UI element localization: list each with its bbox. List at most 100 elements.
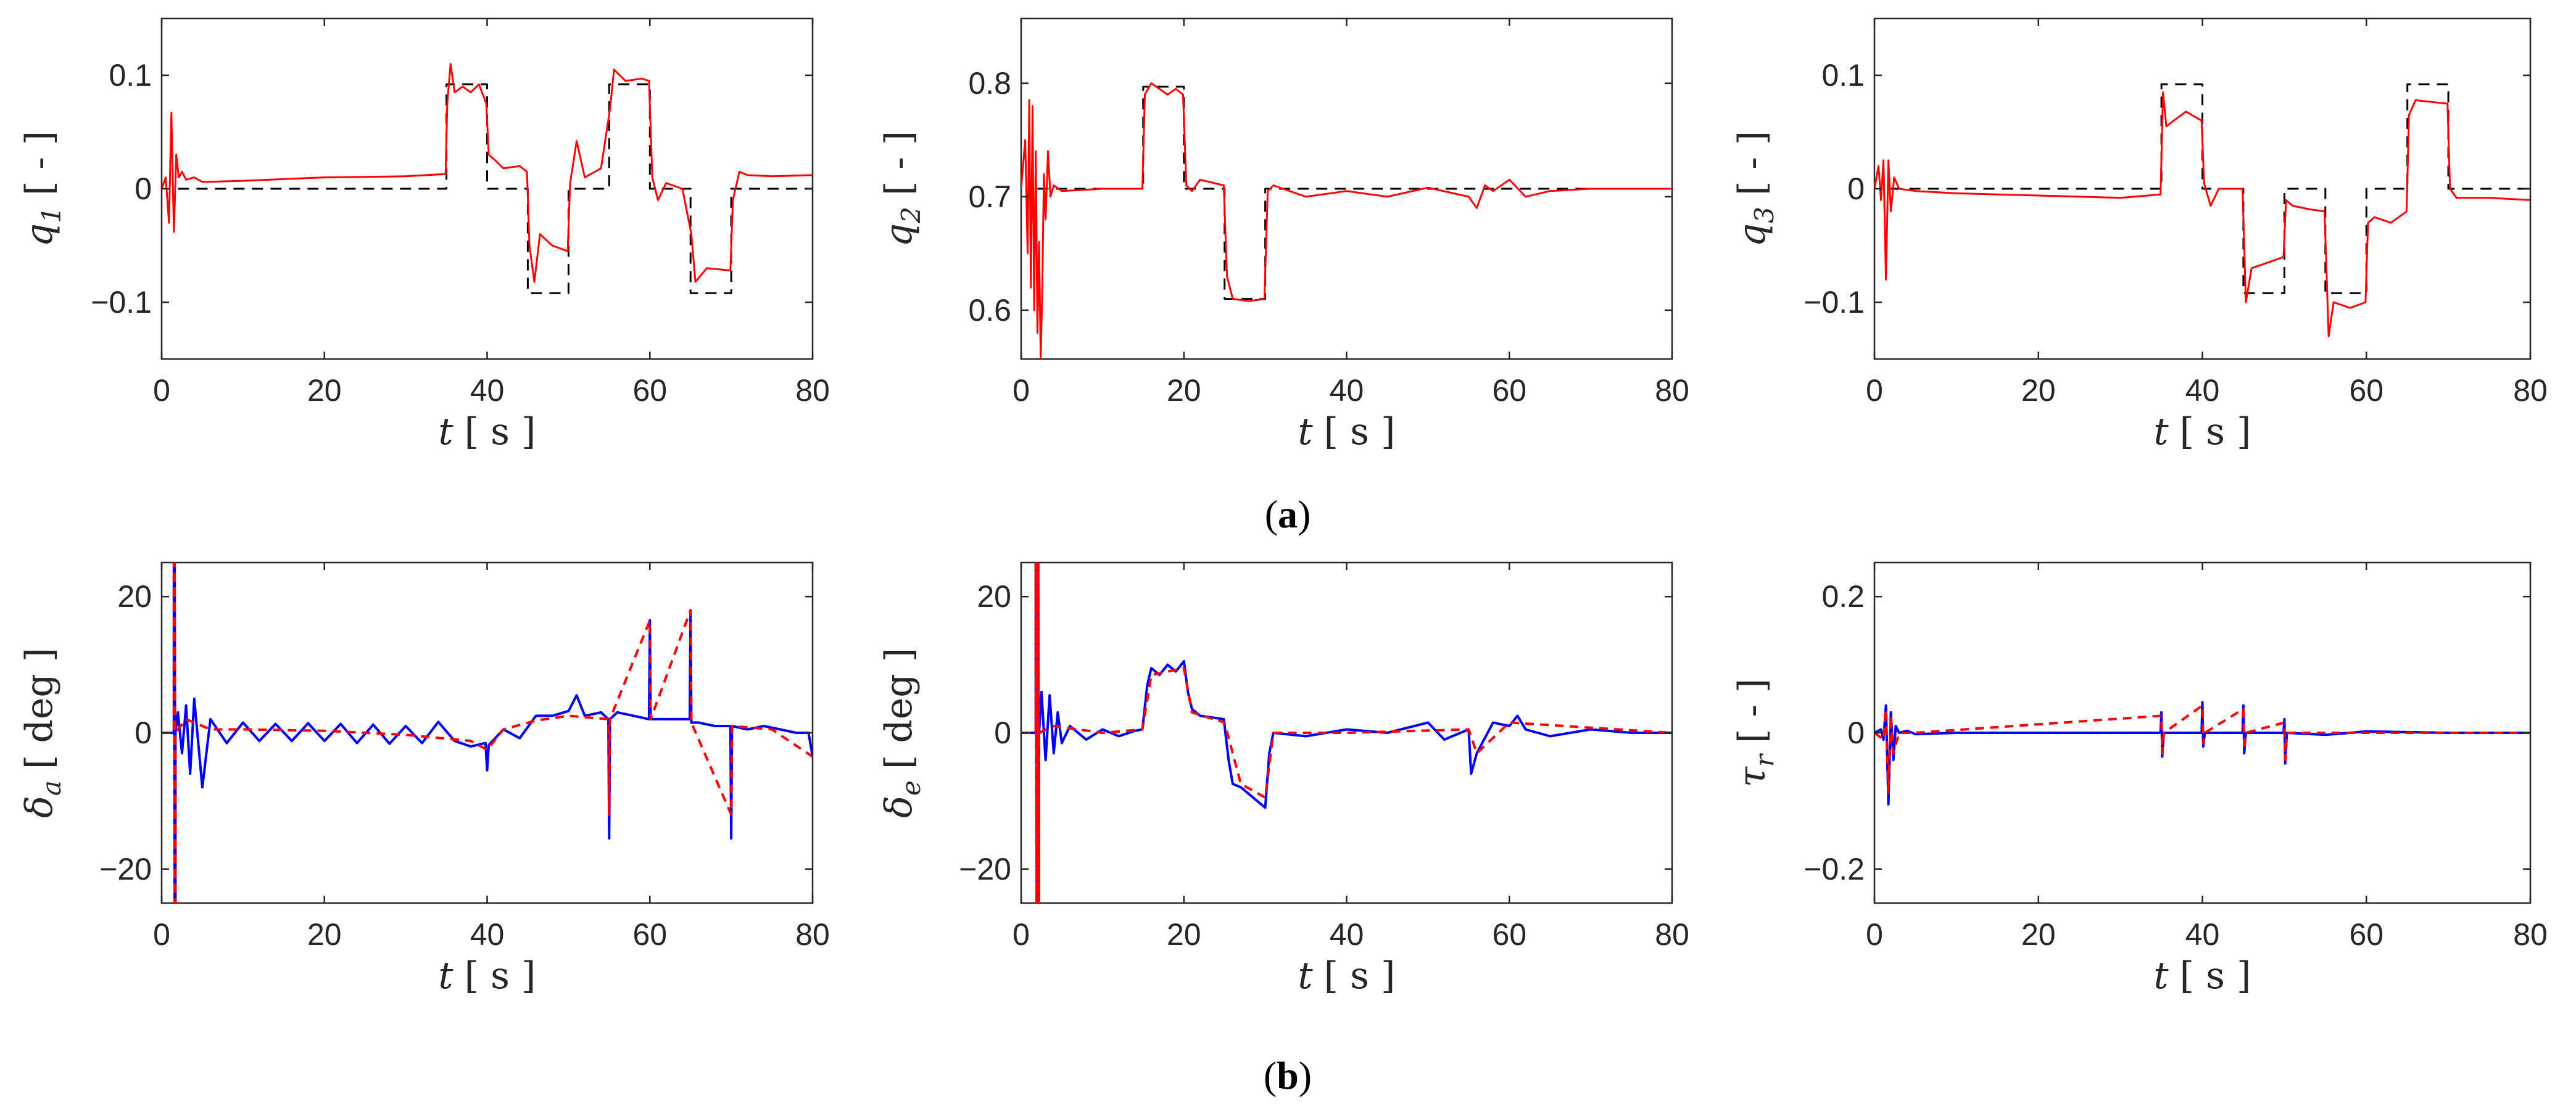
caption-b: (b) [1264, 1054, 1312, 1097]
y-axis-variable: δ [18, 796, 61, 818]
y-axis-subscript: r [1749, 753, 1779, 767]
x-axis-unit: [ s ] [2180, 410, 2251, 453]
x-tick-label: 20 [2021, 373, 2056, 408]
y-axis-subscript: 2 [896, 207, 926, 224]
x-tick-label: 20 [307, 917, 342, 952]
y-tick-label: 0.1 [109, 58, 152, 93]
y-axis-label: δa [ deg ] [18, 648, 67, 818]
x-tick-label: 0 [1866, 373, 1883, 408]
y-axis-unit: [ deg ] [877, 648, 921, 769]
x-tick-label: 40 [2185, 917, 2220, 952]
y-tick-label: −0.2 [1804, 852, 1865, 886]
x-axis-label: t[ s ] [439, 410, 536, 453]
plot-area [160, 561, 814, 904]
caption-a-open: ( [1265, 492, 1278, 536]
y-axis-label: q1 [ - ] [18, 131, 67, 247]
x-axis-variable: t [1298, 954, 1314, 997]
x-axis-variable: t [2154, 410, 2169, 453]
x-tick-label: 80 [2513, 917, 2548, 952]
series-measured [1874, 91, 2530, 337]
y-axis-unit: [ - ] [1731, 679, 1774, 743]
x-tick-label: 60 [632, 917, 667, 952]
y-axis-subscript: 3 [1749, 207, 1779, 223]
x-tick-label: 80 [2513, 373, 2548, 408]
y-tick-label: −20 [959, 852, 1011, 886]
chart-q1: 0 20 40 60 80 −0.1 0 0.1 t [ s ] q1 [ - ] [18, 17, 830, 453]
y-tick-label: 0.2 [1821, 579, 1865, 614]
x-tick-label: 80 [1655, 373, 1689, 408]
x-axis-variable: t [1298, 410, 1314, 453]
y-tick-label: 0 [1847, 171, 1865, 206]
caption-b-letter: b [1277, 1054, 1299, 1097]
x-tick-label: 0 [153, 373, 170, 408]
x-tick-label: 60 [2349, 373, 2383, 408]
caption-a-close: ) [1298, 492, 1311, 536]
x-axis-label: t [ s ] [2154, 410, 2251, 453]
x-tick-label: 40 [470, 917, 505, 952]
y-tick-label: −0.1 [1804, 285, 1865, 320]
y-tick-label: −20 [99, 852, 152, 886]
y-tick-label: 0 [135, 171, 152, 206]
y-axis-subscript: 1 [36, 207, 67, 223]
y-tick-label: 0.7 [968, 180, 1011, 214]
y-tick-label: −0.1 [91, 285, 152, 320]
x-axis-label: t[ s ] [1298, 410, 1396, 453]
x-tick-label: 0 [153, 917, 170, 952]
x-axis-label: t [ s ] [2154, 954, 2251, 997]
plot-area [160, 17, 814, 360]
y-axis-subscript: a [36, 780, 67, 796]
x-axis-unit: [ s ] [2180, 954, 2251, 997]
chart-q2: 0 20 40 60 80 0.6 0.7 0.8 t[ s ] q2 [ - ] [877, 17, 1689, 453]
x-tick-label: 0 [1013, 373, 1030, 408]
y-axis-variable: δ [877, 796, 921, 818]
series-group [162, 563, 813, 903]
y-axis-unit: [ deg ] [18, 648, 61, 769]
y-axis-label: τr [ - ] [1731, 679, 1779, 788]
y-tick-label: 0 [135, 716, 152, 750]
y-tick-label: 20 [977, 579, 1011, 614]
series-measured [162, 63, 813, 283]
y-axis-label: q2 [ - ] [877, 131, 926, 247]
chart-q3: 0 20 40 60 80 −0.1 0 0.1 t [ s ] q3 [ - ] [1731, 17, 2548, 453]
series-reference [1891, 83, 2530, 294]
x-tick-label: 60 [2349, 917, 2383, 952]
x-axis-label: t[ s ] [1298, 954, 1396, 997]
x-tick-label: 0 [1013, 917, 1030, 952]
x-tick-label: 80 [795, 917, 830, 952]
y-tick-label: 0 [994, 716, 1011, 750]
series-measured [1021, 82, 1672, 359]
x-tick-label: 20 [307, 373, 342, 408]
x-tick-label: 60 [1492, 373, 1526, 408]
series-group [162, 63, 813, 294]
x-axis-unit: [ s ] [1324, 954, 1396, 997]
x-tick-label: 0 [1866, 917, 1883, 952]
y-axis-variable: q [1731, 223, 1774, 247]
x-axis-variable: t [439, 410, 454, 453]
x-tick-label: 20 [1167, 373, 1201, 408]
y-axis-label: δe [ deg ] [877, 648, 926, 818]
y-tick-label: 0 [1847, 716, 1865, 750]
y-axis-unit: [ - ] [18, 131, 61, 196]
y-axis-variable: q [18, 223, 61, 247]
caption-b-close: ) [1299, 1054, 1312, 1097]
series-group [1021, 563, 1672, 903]
y-axis-variable: τ [1731, 766, 1774, 787]
x-axis-unit: [ s ] [465, 954, 536, 997]
chart-tau_r: 0 20 40 60 80−0.200.2t[ s ]τr[ - ] [1731, 561, 2548, 997]
x-tick-label: 60 [1492, 917, 1526, 952]
x-tick-label: 40 [1330, 917, 1364, 952]
x-tick-label: 40 [2185, 373, 2220, 408]
x-tick-label: 20 [1167, 917, 1201, 952]
x-tick-label: 40 [1330, 373, 1364, 408]
series-group [1874, 701, 2530, 806]
x-tick-label: 60 [632, 373, 667, 408]
x-axis-variable: t [439, 954, 454, 997]
series-commanded [162, 563, 813, 903]
x-axis-variable: t [2154, 954, 2169, 997]
y-axis-variable: q [877, 223, 921, 247]
x-tick-label: 40 [470, 373, 505, 408]
series-measured [1021, 563, 1672, 903]
